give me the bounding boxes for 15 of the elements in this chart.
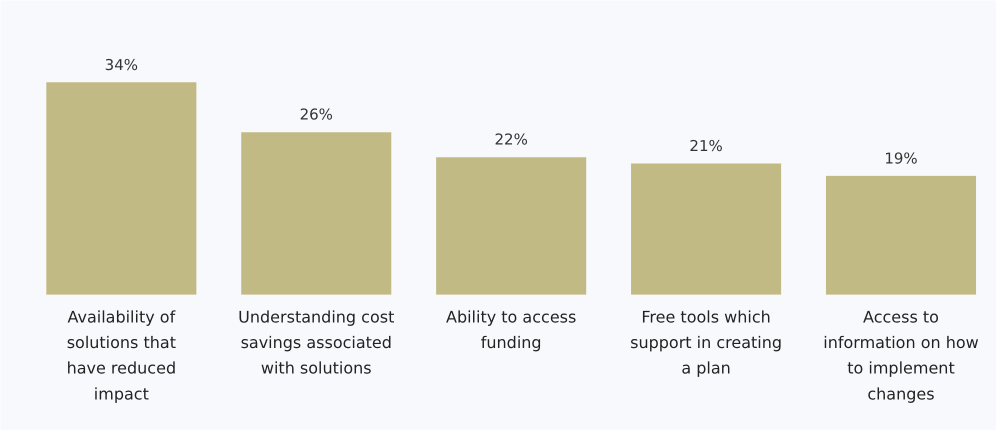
bar — [826, 176, 976, 295]
data-label: 26% — [300, 106, 333, 124]
data-label: 19% — [884, 149, 918, 168]
x-tick-label: Free tools which support in creating a plan — [630, 307, 782, 378]
data-label: 34% — [104, 56, 138, 74]
bar — [436, 157, 586, 295]
x-tick-label: Availability of solutions that have reduced impact — [66, 307, 176, 404]
data-label: 22% — [494, 130, 528, 149]
x-tick-label: Ability to access funding — [446, 307, 576, 352]
x-tick-label: Access to information on how to implement changes — [823, 307, 979, 404]
bar — [631, 163, 782, 295]
bar — [241, 132, 392, 295]
data-label: 21% — [689, 136, 723, 155]
x-tick-label: Understanding cost savings associated with solutions — [238, 307, 394, 378]
bar — [46, 82, 196, 295]
